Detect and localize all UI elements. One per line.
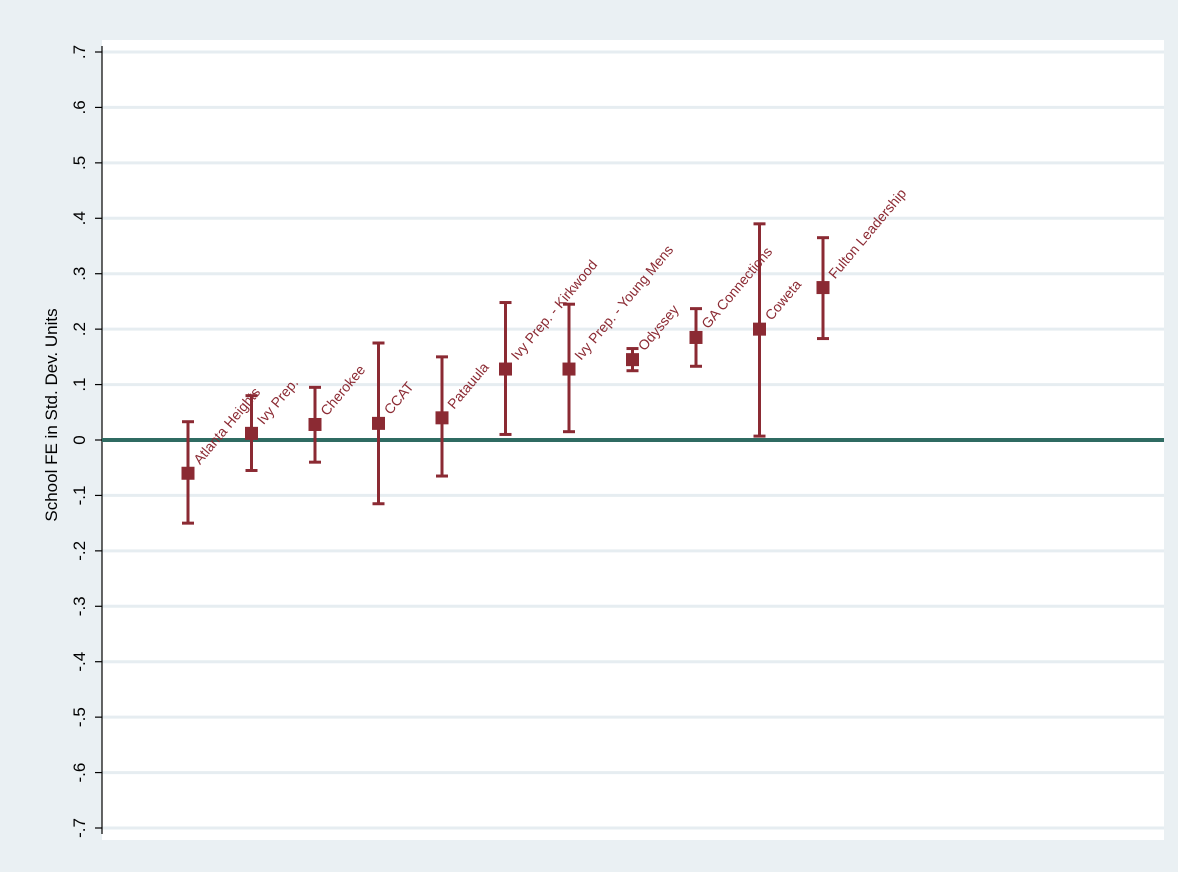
y-tick-label: -.7 [70, 818, 89, 838]
y-tick-label: -.6 [70, 763, 89, 783]
y-tick-label: -.5 [70, 707, 89, 727]
estimate-marker [562, 362, 576, 376]
y-tick-label: .3 [70, 267, 89, 281]
y-tick-label: -.4 [70, 652, 89, 672]
estimate-marker [499, 362, 512, 376]
estimate-marker [308, 417, 322, 431]
y-tick-label: .2 [70, 322, 89, 336]
y-axis-title: School FE in Std. Dev. Units [42, 308, 61, 521]
y-tick-label: .6 [70, 100, 89, 114]
estimate-marker [245, 426, 258, 440]
y-tick-label: .1 [70, 377, 89, 391]
estimate-marker [181, 466, 195, 480]
y-tick-label: .7 [70, 45, 89, 59]
estimate-marker [816, 281, 830, 295]
estimate-marker [753, 322, 766, 336]
estimate-marker [689, 330, 703, 344]
y-tick-label: 0 [70, 435, 89, 444]
estimate-marker [626, 353, 639, 367]
y-tick-label: -.3 [70, 596, 89, 616]
estimate-marker [435, 411, 449, 425]
estimate-marker [372, 416, 385, 430]
y-tick-label: .4 [70, 211, 89, 225]
y-tick-label: -.1 [70, 486, 89, 506]
y-tick-label: -.2 [70, 541, 89, 561]
y-tick-label: .5 [70, 156, 89, 170]
